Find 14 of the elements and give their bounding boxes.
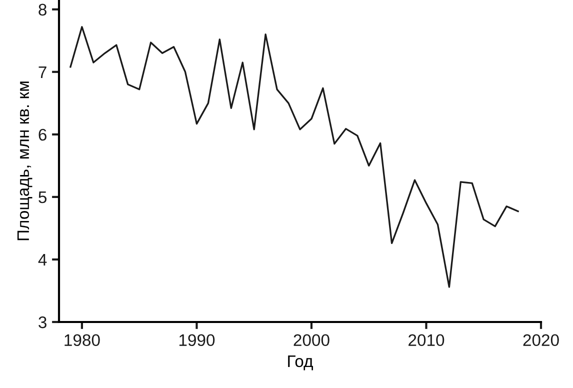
- x-tick-label: 2010: [408, 334, 444, 346]
- y-tick-label: 3: [38, 316, 46, 328]
- x-tick-label: 2020: [523, 334, 559, 346]
- line-series: [70, 26, 519, 288]
- x-axis-title: Год: [288, 356, 313, 370]
- y-tick-label: 4: [38, 254, 47, 266]
- x-tick-label: 1980: [64, 334, 100, 346]
- y-tick-label: 5: [38, 192, 46, 204]
- y-tick-label: 8: [38, 4, 46, 16]
- y-tick-label: 7: [38, 66, 46, 78]
- y-axis-title: Площадь, млн кв. км: [17, 82, 32, 240]
- x-tick-label: 1990: [179, 334, 215, 346]
- y-tick-label: 6: [38, 128, 46, 141]
- x-tick-label: 2000: [294, 334, 330, 346]
